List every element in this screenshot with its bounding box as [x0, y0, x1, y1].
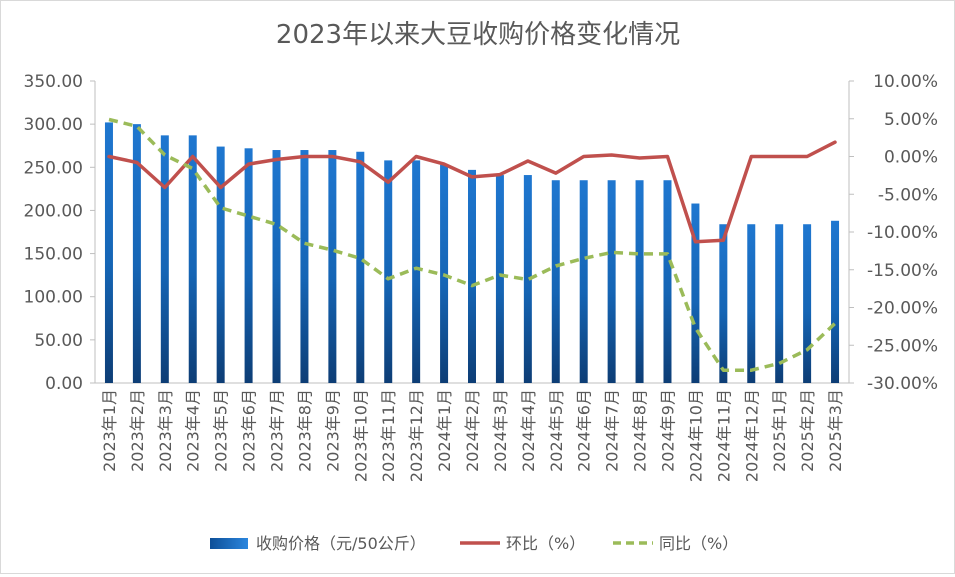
x-tick-label: 2023年4月 [184, 389, 203, 472]
bar [803, 224, 812, 383]
bar [412, 160, 421, 383]
y-left-tick-label: 150.00 [24, 245, 83, 265]
y-left-tick-label: 300.00 [24, 115, 83, 135]
x-tick-label: 2023年12月 [407, 389, 426, 482]
bar [691, 203, 700, 383]
x-tick-label: 2025年3月 [826, 389, 845, 472]
x-tick-label: 2023年7月 [268, 389, 287, 472]
y-left-tick-label: 250.00 [24, 158, 83, 178]
bar [188, 135, 197, 383]
x-tick-label: 2024年11月 [714, 389, 733, 482]
bar [523, 175, 532, 383]
legend-label: 收购价格（元/50公斤） [256, 534, 426, 553]
bar [831, 220, 840, 383]
bar [244, 148, 253, 383]
y-left-tick-label: 200.00 [24, 201, 83, 221]
x-tick-label: 2024年8月 [631, 389, 650, 472]
bar [719, 224, 728, 383]
y-left-tick-label: 0.00 [45, 374, 83, 394]
bar [300, 150, 309, 383]
bar [272, 150, 281, 383]
y-right-tick-label: -15.00% [867, 261, 938, 281]
x-tick-label: 2023年9月 [323, 389, 342, 472]
bar [775, 224, 784, 383]
bar [132, 124, 141, 384]
bar [384, 160, 393, 383]
x-tick-label: 2023年10月 [351, 389, 370, 482]
x-tick-label: 2025年1月 [770, 389, 789, 472]
bar [579, 180, 588, 383]
y-right-tick-label: -25.00% [867, 336, 938, 356]
y-right-tick-label: 10.00% [873, 72, 938, 92]
x-tick-label: 2023年3月 [156, 389, 175, 472]
x-tick-label: 2024年1月 [435, 389, 454, 472]
y-left-tick-label: 50.00 [34, 331, 83, 351]
x-tick-label: 2024年5月 [547, 389, 566, 472]
y-right-tick-label: -30.00% [867, 374, 938, 394]
bar [635, 180, 644, 383]
legend-label: 环比（%） [506, 534, 585, 553]
series-line-mom [107, 140, 837, 244]
x-tick-label: 2024年9月 [658, 389, 677, 472]
bar [551, 180, 560, 383]
x-tick-label: 2023年2月 [128, 389, 147, 472]
y-right-tick-label: 0.00% [884, 148, 938, 168]
x-tick-label: 2023年11月 [379, 389, 398, 482]
x-tick-label: 2024年4月 [519, 389, 538, 472]
y-left-tick-label: 100.00 [24, 288, 83, 308]
x-tick-label: 2025年2月 [798, 389, 817, 472]
y-right-tick-label: -20.00% [867, 299, 938, 319]
y-right-tick-label: -5.00% [878, 185, 938, 205]
bar [607, 180, 616, 383]
x-tick-label: 2023年1月 [100, 389, 119, 472]
bar [663, 180, 672, 383]
bar [104, 122, 113, 383]
series-line-yoy [108, 117, 837, 372]
x-tick-label: 2023年6月 [240, 389, 259, 472]
bar [356, 151, 365, 383]
bar [495, 175, 504, 383]
y-right-tick-label: 5.00% [884, 110, 938, 130]
x-tick-label: 2024年10月 [686, 389, 705, 482]
chart-title: 2023年以来大豆收购价格变化情况 [276, 20, 680, 50]
y-left-tick-label: 350.00 [24, 72, 83, 92]
x-tick-label: 2024年7月 [603, 389, 622, 472]
x-tick-label: 2024年12月 [742, 389, 761, 482]
x-tick-label: 2024年3月 [491, 389, 510, 472]
x-tick-label: 2024年6月 [575, 389, 594, 472]
bar [328, 150, 337, 383]
y-right-tick-label: -10.00% [867, 223, 938, 243]
x-tick-label: 2023年5月 [212, 389, 231, 472]
bar [747, 224, 756, 383]
legend-label: 同比（%） [659, 534, 738, 553]
legend-swatch-bar [210, 538, 248, 549]
bar [160, 135, 169, 383]
bar [216, 146, 225, 383]
x-tick-label: 2024年2月 [463, 389, 482, 472]
x-tick-label: 2023年8月 [295, 389, 314, 472]
bar [468, 169, 476, 383]
